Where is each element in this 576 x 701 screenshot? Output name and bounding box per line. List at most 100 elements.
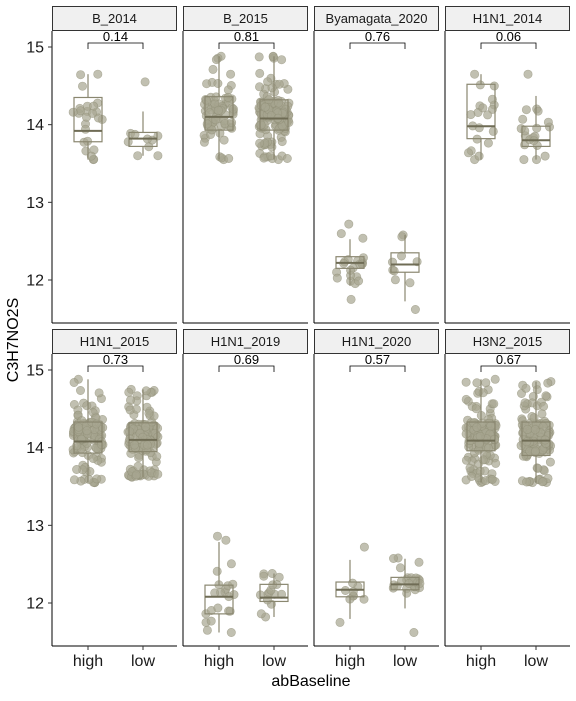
significance-bracket (218, 365, 275, 372)
y-tick-label: 14 (26, 117, 44, 134)
box-iqr (390, 252, 420, 273)
data-point (466, 110, 476, 120)
data-point (533, 106, 543, 116)
data-point (256, 120, 266, 130)
box-iqr (521, 421, 551, 457)
data-point (260, 102, 270, 112)
data-point (202, 79, 212, 89)
data-point (134, 453, 144, 463)
data-point (358, 233, 368, 243)
data-point (396, 251, 406, 261)
data-point (395, 563, 405, 573)
p-value-label: 0.14 (103, 29, 128, 44)
data-point (518, 451, 528, 461)
data-point (226, 69, 236, 79)
data-point (263, 77, 273, 87)
data-point (82, 426, 92, 436)
data-point (463, 148, 473, 158)
x-tick-label: low (524, 653, 548, 670)
data-point (519, 155, 529, 165)
data-point (93, 69, 103, 79)
facet-strip (445, 329, 570, 354)
data-point (357, 259, 367, 269)
p-value-label: 0.06 (496, 29, 521, 44)
data-point (274, 79, 284, 89)
data-point (78, 81, 88, 91)
data-point (144, 408, 154, 418)
data-point (93, 113, 103, 123)
data-point (255, 138, 265, 148)
y-axis-title: C3H7NO2S (5, 298, 22, 382)
p-value-label: 0.57 (365, 352, 390, 367)
significance-bracket (480, 365, 537, 372)
data-point (208, 64, 218, 74)
data-point (471, 404, 481, 414)
data-point (474, 123, 484, 133)
facet-strip (52, 329, 177, 354)
facet-strip (445, 6, 570, 31)
data-point (140, 77, 150, 87)
facet-strip (183, 6, 308, 31)
data-point (153, 151, 163, 161)
significance-bracket (218, 42, 275, 49)
facet-label: H1N1_2015 (80, 334, 149, 349)
box-iqr (204, 96, 234, 131)
significance-bracket (349, 365, 406, 372)
data-point (336, 229, 346, 239)
data-point (86, 151, 96, 161)
data-point (491, 458, 501, 468)
x-tick-label: low (393, 653, 417, 670)
data-point (226, 627, 236, 637)
data-point (490, 374, 500, 384)
data-point (467, 471, 477, 481)
data-point (219, 135, 229, 145)
data-point (223, 92, 233, 102)
data-point (359, 542, 369, 552)
y-tick-label: 13 (26, 518, 44, 535)
data-point (213, 531, 223, 541)
facet-label: H1N1_2019 (211, 334, 280, 349)
data-point (88, 453, 98, 463)
facet-strip (52, 6, 177, 31)
data-point (489, 399, 499, 409)
facet-strip (183, 329, 308, 354)
data-point (354, 276, 364, 286)
data-point (478, 455, 488, 465)
data-point (130, 129, 140, 139)
y-tick-label: 13 (26, 195, 44, 212)
significance-bracket (87, 365, 144, 372)
data-point (153, 469, 163, 479)
data-point (94, 388, 104, 398)
data-point (537, 409, 547, 419)
data-point (533, 463, 543, 473)
data-point (541, 391, 551, 401)
box-iqr (128, 422, 158, 453)
box-iqr (204, 584, 234, 615)
data-point (388, 553, 398, 563)
data-point (92, 474, 102, 484)
facet-label: B_2015 (223, 11, 268, 26)
data-point (266, 151, 276, 161)
data-point (472, 378, 482, 388)
data-point (74, 422, 84, 432)
data-point (489, 434, 499, 444)
box-iqr (521, 125, 551, 148)
x-tick-label: high (73, 653, 103, 670)
p-value-label: 0.73 (103, 352, 128, 367)
data-point (268, 52, 278, 62)
data-point (545, 457, 555, 467)
data-point (461, 455, 471, 465)
data-point (520, 398, 530, 408)
facet-label: H3N2_2015 (473, 334, 542, 349)
data-point (126, 395, 136, 405)
data-point (125, 405, 135, 415)
data-point (530, 446, 540, 456)
data-point (532, 123, 542, 133)
data-point (223, 85, 233, 95)
data-point (529, 413, 539, 423)
box-iqr (466, 83, 496, 140)
data-point (522, 437, 532, 447)
data-point (69, 475, 79, 485)
facet-strip (314, 329, 439, 354)
